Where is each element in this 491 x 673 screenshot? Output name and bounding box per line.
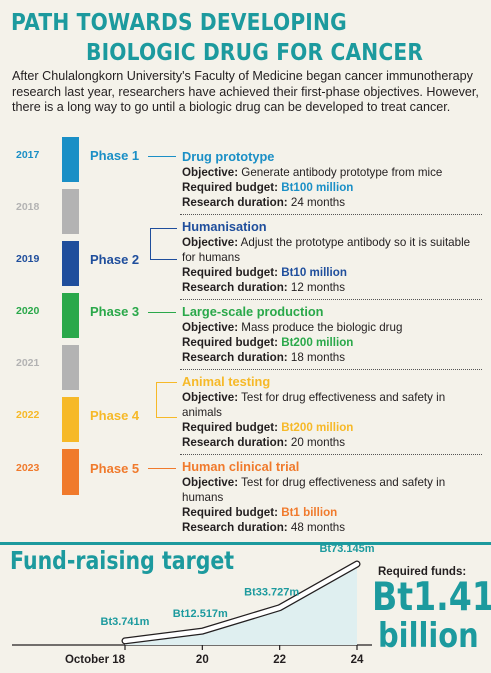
year-label-2019: 2019 xyxy=(16,253,40,265)
x-tick-label-2: 22 xyxy=(273,654,286,666)
phase-2-objective: Objective: Adjust the prototype antibody… xyxy=(182,236,471,264)
section-divider xyxy=(0,542,491,545)
year-bar-2018 xyxy=(62,189,79,234)
phase-1-budget: Required budget: Bt100 million xyxy=(182,181,354,194)
year-label-2022: 2022 xyxy=(16,409,40,421)
year-bar-2019 xyxy=(62,241,79,286)
point-label-3: Bt73.145m xyxy=(319,543,374,555)
year-label-2021: 2021 xyxy=(16,357,40,369)
phase-1-title: Drug prototype xyxy=(182,149,275,164)
fund-line xyxy=(122,561,360,644)
phase-4-connector xyxy=(156,382,177,418)
phase-2-connector xyxy=(150,228,177,260)
main-title-line1: PATH TOWARDS DEVELOPING xyxy=(11,8,347,36)
phase-3-budget: Required budget: Bt200 million xyxy=(182,336,354,349)
phase-5-label: Phase 5 xyxy=(90,461,140,476)
phase-2-label: Phase 2 xyxy=(90,252,140,267)
fund-raising-chart: October 18 20 22 24 Bt3.741m Bt12.517m Bt33.72… xyxy=(12,543,375,666)
required-funds-label: Required funds: xyxy=(378,566,467,578)
required-funds-unit: billion xyxy=(378,616,479,656)
phase-1-duration: Research duration: 24 months xyxy=(182,196,346,209)
fund-area xyxy=(125,564,357,645)
phase-3-objective: Objective: Mass produce the biologic dru… xyxy=(182,321,403,334)
phase-5-objective: Objective: Test for drug effectiveness a… xyxy=(182,476,446,504)
phase-4-budget: Required budget: Bt200 million xyxy=(182,421,354,434)
phase-3-connector xyxy=(148,312,176,313)
phase-3-title: Large-scale production xyxy=(182,304,324,319)
point-label-1: Bt12.517m xyxy=(173,608,228,620)
fund-raising-title: Fund-raising target xyxy=(10,546,235,575)
required-funds-amount: Bt1.41 xyxy=(372,575,491,620)
phase-1-divider xyxy=(180,214,482,215)
x-tick-label-3: 24 xyxy=(351,654,364,666)
year-bar-2022 xyxy=(62,397,79,442)
year-bar-2020 xyxy=(62,293,79,338)
phase-3-duration: Research duration: 18 months xyxy=(182,351,346,364)
phase-1-connector xyxy=(148,156,176,157)
year-label-2023: 2023 xyxy=(16,462,40,474)
year-bar-2023 xyxy=(62,449,79,495)
phase-4-duration: Research duration: 20 months xyxy=(182,436,346,449)
phase-4-objective: Objective: Test for drug effectiveness a… xyxy=(182,391,446,419)
year-label-2018: 2018 xyxy=(16,201,40,213)
main-title-line2: BIOLOGIC DRUG FOR CANCER xyxy=(86,38,424,66)
phase-4-title: Animal testing xyxy=(182,374,271,389)
phase-2-title: Humanisation xyxy=(182,219,267,234)
year-label-2020: 2020 xyxy=(16,305,40,317)
x-tick-label-1: 20 xyxy=(196,654,209,666)
fund-chart-plot: October 18 20 22 24 Bt3.741m Bt12.517m Bt33.72… xyxy=(12,543,375,666)
phase-5-connector xyxy=(148,468,176,469)
point-label-0: Bt3.741m xyxy=(101,616,150,628)
phase-1-label: Phase 1 xyxy=(90,148,140,163)
x-tick-label-0: October 18 xyxy=(65,654,126,666)
phase-4-divider xyxy=(180,454,482,455)
year-bar-2021 xyxy=(62,345,79,390)
phase-4-label: Phase 4 xyxy=(90,408,140,423)
phase-3-label: Phase 3 xyxy=(90,304,140,319)
year-bar-2017 xyxy=(62,137,79,182)
year-label-2017: 2017 xyxy=(16,149,40,161)
intro-text: After Chulalongkorn University's Faculty… xyxy=(12,69,479,114)
phase-3-divider xyxy=(180,369,482,370)
phase-2-divider xyxy=(180,299,482,300)
phase-1-objective: Objective: Generate antibody prototype f… xyxy=(182,166,443,179)
phase-5-budget: Required budget: Bt1 billion xyxy=(182,506,338,519)
phase-2-budget: Required budget: Bt10 million xyxy=(182,266,347,279)
phase-5-duration: Research duration: 48 months xyxy=(182,521,346,534)
point-label-2: Bt33.727m xyxy=(244,587,299,599)
phase-2-duration: Research duration: 12 months xyxy=(182,281,346,294)
phase-5-title: Human clinical trial xyxy=(182,459,300,474)
